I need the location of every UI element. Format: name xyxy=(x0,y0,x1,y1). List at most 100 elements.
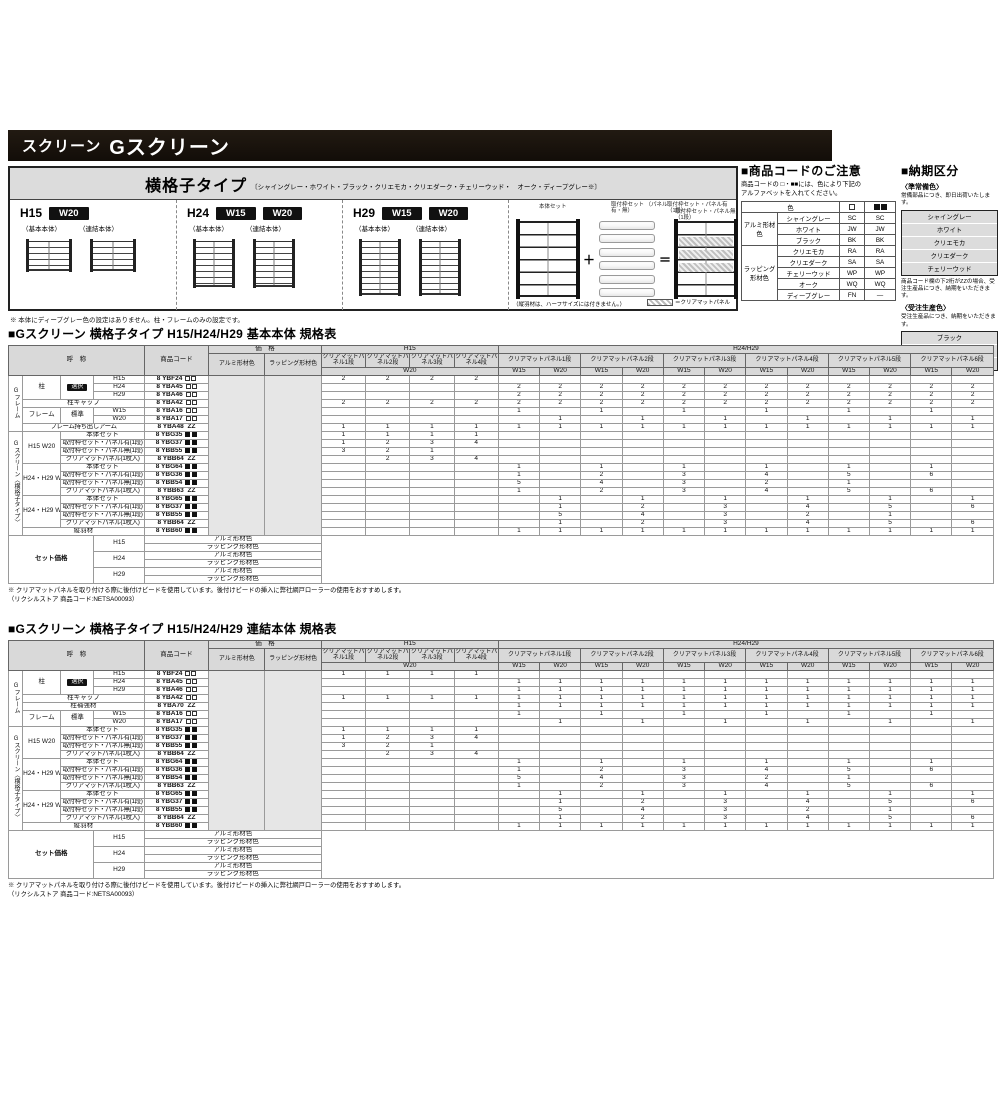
qty-cell: 2 xyxy=(910,398,953,408)
qty-cell: 1 xyxy=(497,781,541,791)
panel-col-header: クリアマットパネル5段 xyxy=(827,353,912,368)
qty-cell xyxy=(365,685,411,695)
qty-cell: 1 xyxy=(539,701,582,711)
qty-cell: 5 xyxy=(497,478,541,488)
qty-cell: 1 xyxy=(704,494,747,505)
qty-cell xyxy=(662,454,706,464)
qty-cell: 1 xyxy=(786,414,829,424)
filled-box-icon xyxy=(185,799,191,804)
open-box-icon xyxy=(185,719,191,724)
qty-cell: 2 xyxy=(539,390,582,400)
qty-cell xyxy=(580,741,623,751)
open-box-icon xyxy=(191,392,197,397)
qty-cell: 2 xyxy=(497,398,541,408)
qty-cell xyxy=(868,733,912,743)
panel-col-header: クリアマットパネル3段 xyxy=(662,648,747,663)
code-notice-title: ■商品コードのご注意 xyxy=(741,164,862,178)
qty-cell xyxy=(827,374,870,384)
qty-cell xyxy=(910,454,953,464)
qty-cell xyxy=(786,741,829,751)
filled-box-icon xyxy=(191,496,197,501)
qty-cell: 2 xyxy=(745,773,788,783)
qty-cell: 2 xyxy=(662,398,706,408)
qty-cell xyxy=(320,806,367,816)
qty-cell: 1 xyxy=(704,422,747,432)
qty-cell xyxy=(539,725,582,735)
qty-cell xyxy=(580,374,623,384)
set-price-material: アルミ形材色 xyxy=(143,862,322,872)
qty-cell xyxy=(827,494,870,505)
code-open: BK xyxy=(838,234,866,246)
qty-cell: 1 xyxy=(662,527,706,537)
qty-cell: 1 xyxy=(409,422,455,432)
qty-cell xyxy=(786,725,829,735)
qty-cell xyxy=(786,446,829,456)
overview-box: 横格子タイプ 〔シャイングレー・ホワイト・ブラック・クリエモカ・クリエダーク・チ… xyxy=(8,166,739,311)
qty-cell: 1 xyxy=(868,527,912,537)
qty-cell: 1 xyxy=(621,717,664,727)
body-type-label: （基本本体） xyxy=(189,226,228,233)
body-type-label: （連結本体） xyxy=(79,226,118,233)
qty-cell: 2 xyxy=(745,390,788,400)
product-code: 8 YBF24 xyxy=(143,669,210,679)
qty-cell: 1 xyxy=(704,693,747,703)
qty-cell xyxy=(910,741,953,751)
spec-title-basic: ■Gスクリーン 横格子タイプ H15/H24/H29 基本本体 規格表 xyxy=(8,327,337,341)
qty-cell xyxy=(497,725,541,735)
diagram-label-body: 本体セット xyxy=(539,204,567,210)
spec-row: 取付枠セット・パネル無(1段) 8 YBB54 5 4 3 2 1 xyxy=(9,773,994,783)
qty-cell: 2 xyxy=(704,398,747,408)
qty-cell: 1 xyxy=(868,822,912,832)
screen-drawing xyxy=(193,239,235,288)
w20-header: W20 xyxy=(951,661,994,671)
spec-row: クリアマットパネル(1枚入) 8 YBB64 ZZ 1 2 3 4 5 6 xyxy=(9,814,994,824)
qty-cell: 1 xyxy=(662,693,706,703)
qty-cell: 1 xyxy=(951,717,994,727)
w15-header: W15 xyxy=(662,661,706,671)
qty-cell: 1 xyxy=(745,677,788,687)
row-label: H15 xyxy=(93,374,145,384)
row-label: Gスクリーン〈横格子タイプ〉 xyxy=(7,725,24,832)
qty-cell xyxy=(745,502,788,513)
qty-cell: 1 xyxy=(320,438,367,448)
qty-cell xyxy=(320,454,367,464)
h24-header: H24/H29 xyxy=(497,345,995,354)
filled-box-icon xyxy=(191,727,197,732)
product-code: 8 YBA48 ZZ xyxy=(143,422,210,432)
qty-cell: 1 xyxy=(497,701,541,711)
qty-cell xyxy=(409,781,455,791)
qty-cell: 1 xyxy=(827,693,870,703)
row-label: 取付枠セット・パネル無(1段) xyxy=(60,511,145,521)
qty-cell xyxy=(621,374,664,384)
qty-cell xyxy=(497,797,541,808)
qty-cell xyxy=(868,430,912,440)
qty-cell: 1 xyxy=(539,677,582,687)
spec-table-joint: 呼 称商品コード価 格 H15 H24/H29 アルミ形材色 ラッピング形材色 クリアマッ… xyxy=(7,640,995,880)
panel-col-header: クリアマットパネル4段 xyxy=(453,648,499,663)
qty-cell xyxy=(409,511,455,521)
qty-cell: 3 xyxy=(409,438,455,448)
qty-cell xyxy=(786,669,829,679)
height-label: H29 xyxy=(353,206,376,220)
body-type-labels: （基本本体） （連結本体） xyxy=(22,223,172,233)
qty-cell xyxy=(365,701,411,711)
w20-header: W20 xyxy=(786,661,829,671)
set-price-height: H15 xyxy=(93,535,145,553)
qty-cell xyxy=(497,741,541,751)
qty-cell: 5 xyxy=(497,773,541,783)
row-label: フレーム xyxy=(22,709,62,727)
row-label: 縦羽材 xyxy=(22,527,145,537)
qty-cell: 2 xyxy=(580,781,623,791)
qty-cell xyxy=(320,685,367,695)
product-code: 8 YBA17 xyxy=(143,717,210,727)
filled-box-icon xyxy=(185,432,191,437)
w15-header: W15 xyxy=(580,661,623,671)
overview-header: 横格子タイプ 〔シャイングレー・ホワイト・ブラック・クリエモカ・クリエダーク・チ… xyxy=(10,168,736,200)
qty-cell: 1 xyxy=(951,494,994,505)
set-price-height: H24 xyxy=(93,551,145,569)
filled-box-icon xyxy=(191,480,197,485)
w20-header: W20 xyxy=(320,366,499,376)
set-price-material: アルミ形材色 xyxy=(143,846,322,856)
qty-cell xyxy=(453,462,499,472)
